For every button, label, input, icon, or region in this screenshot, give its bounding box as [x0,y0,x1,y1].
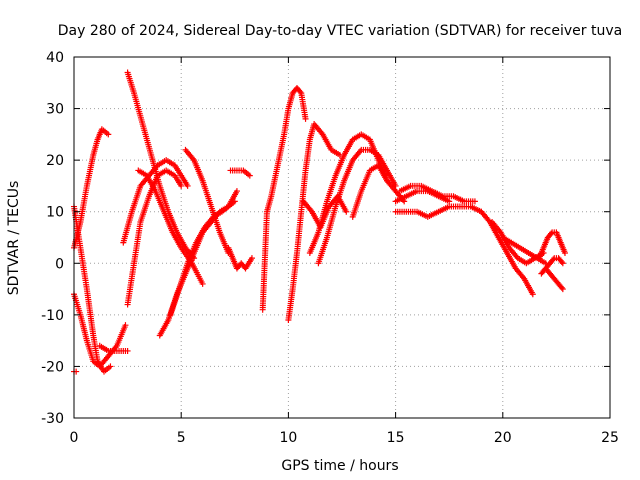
data-point [446,198,453,205]
data-point [550,256,557,263]
marks-layer [71,69,568,375]
series-arc-19 [300,193,350,231]
series-arc-14 [225,244,255,272]
data-point [559,286,566,293]
plot-frame [73,56,611,419]
series-arc-3 [71,291,129,370]
series-arc-15 [259,84,309,313]
x-tick-label: 20 [494,430,512,446]
data-point [199,280,206,287]
data-point [302,115,309,122]
chart-title: Day 280 of 2024, Sidereal Day-to-day VTE… [58,23,622,39]
data-point [246,172,253,179]
y-tick-label: -10 [41,308,64,324]
series-arc-16 [285,121,343,324]
series-arc-29 [542,265,566,293]
data-point [529,291,536,298]
series-arc-5 [96,342,131,354]
series-arc-12 [182,146,232,256]
series-arc-4 [71,368,80,375]
ticks-layer: 0 5 10 15 20 25 -30 -20 -10 0 10 20 30 40 [41,50,619,446]
data-point [124,347,131,354]
y-tick-label: 40 [46,50,64,66]
y-axis-title: SDTVAR / TECUs [6,181,22,296]
data-point [122,322,129,329]
x-tick-label: 15 [387,430,405,446]
y-tick-label: 10 [46,205,64,221]
data-point [178,182,185,189]
x-tick-label: 25 [601,430,619,446]
series-arc-18 [315,146,399,267]
series-arc-23 [392,188,453,205]
data-point [233,188,240,195]
series-arc-17 [306,131,391,256]
data-point [297,88,304,95]
series-arc-21 [392,203,485,220]
data-point [248,255,255,262]
x-tick-label: 0 [70,430,79,446]
series-arc-27 [536,229,568,262]
data-point [107,363,114,370]
y-tick-label: -30 [41,411,64,427]
y-tick-label: 0 [55,256,64,272]
series-arc-7 [120,157,191,246]
data-point [558,258,565,265]
data-point [561,249,568,256]
x-tick-label: 5 [177,430,186,446]
data-point [548,230,555,237]
grid-layer [74,57,610,418]
y-tick-label: -20 [41,359,64,375]
series-arc-13 [227,167,253,179]
data-point [559,260,566,267]
data-point [105,131,112,138]
series-arc-9 [135,167,206,287]
x-tick-label: 10 [279,430,297,446]
data-point [184,182,191,189]
series-arc-20 [349,162,408,220]
series-arc-1 [71,126,112,251]
data-point [471,198,478,205]
series-arc-22 [396,182,478,205]
y-tick-label: 30 [46,102,64,118]
y-tick-label: 20 [46,153,64,169]
data-point [558,284,565,291]
x-axis-title: GPS time / hours [281,458,398,474]
data-point [343,208,350,215]
